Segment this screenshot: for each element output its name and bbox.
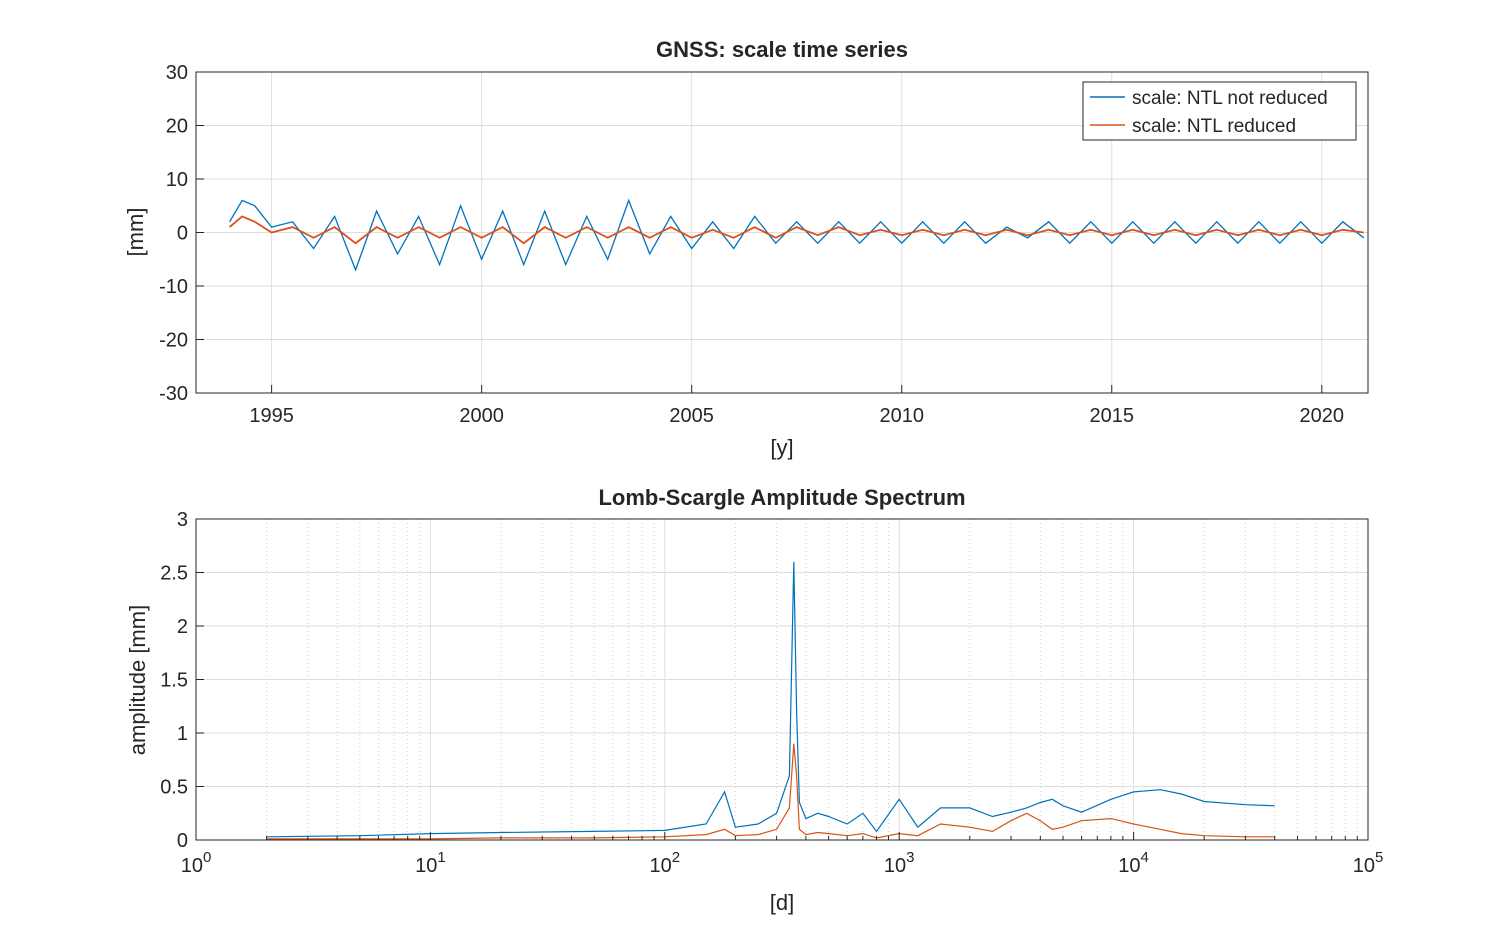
spectrum-y-tick-label: 2.5 [160, 563, 188, 585]
spectrum-lines [266, 561, 1275, 840]
spectrum-x-tick-label: 103 [884, 849, 915, 877]
spectrum-line-ntl-reduced [266, 743, 1275, 840]
spectrum-y-tick-label: 3 [177, 509, 188, 531]
time-series-y-tick-label: -30 [159, 383, 188, 405]
time-series-x-tick-label: 1995 [249, 405, 294, 427]
spectrum-axes: 100 101 102 103 104 105 0 0.5 1 1.5 2 2.5 3 Lomb-Sca… [125, 485, 1383, 915]
time-series-xlabel: [y] [770, 435, 793, 460]
time-series-y-tick-label: 10 [166, 169, 188, 191]
time-series-y-tick-label: 0 [177, 223, 188, 245]
time-series-x-tick-label: 2015 [1090, 405, 1135, 427]
time-series-axes: 1995 2000 2005 2010 2015 2020 -30 -20 -10 0 10 20 30… [123, 37, 1369, 460]
time-series-x-tick-label: 2020 [1300, 405, 1345, 427]
spectrum-line-ntl-not-reduced [266, 561, 1275, 838]
spectrum-title: Lomb-Scargle Amplitude Spectrum [598, 485, 965, 510]
spectrum-x-tick-label: 102 [650, 849, 681, 877]
spectrum-ticks: 100 101 102 103 104 105 0 0.5 1 1.5 2 2.5 3 [160, 509, 1383, 877]
spectrum-xlabel: [d] [770, 890, 794, 915]
spectrum-x-tick-label: 105 [1353, 849, 1384, 877]
spectrum-y-tick-label: 0.5 [160, 777, 188, 799]
legend-label-ntl-not-reduced: scale: NTL not reduced [1132, 88, 1328, 109]
time-series-y-tick-label: 30 [166, 62, 188, 84]
time-series-title: GNSS: scale time series [656, 37, 908, 62]
time-series-x-tick-label: 2010 [879, 405, 924, 427]
spectrum-ylabel: amplitude [mm] [125, 605, 150, 755]
time-series-y-tick-label: -20 [159, 330, 188, 352]
time-series-x-tick-label: 2005 [669, 405, 714, 427]
time-series-y-tick-label: -10 [159, 276, 188, 298]
spectrum-y-tick-label: 1 [177, 723, 188, 745]
spectrum-y-tick-label: 0 [177, 830, 188, 852]
spectrum-y-tick-label: 2 [177, 616, 188, 638]
spectrum-x-tick-label: 100 [181, 849, 212, 877]
spectrum-y-tick-label: 1.5 [160, 670, 188, 692]
legend-label-ntl-reduced: scale: NTL reduced [1132, 116, 1296, 137]
legend-box [1082, 81, 1357, 141]
time-series-ylabel: [mm] [123, 208, 148, 257]
time-series-x-tick-label: 2000 [459, 405, 504, 427]
time-series-lines [229, 198, 1365, 272]
time-series-ticks: 1995 2000 2005 2010 2015 2020 -30 -20 -10 0 10 20 30 [159, 62, 1344, 427]
spectrum-x-tick-label: 104 [1118, 849, 1149, 877]
series-line-ntl-reduced [229, 215, 1364, 245]
time-series-y-tick-label: 20 [166, 116, 188, 138]
spectrum-x-tick-label: 101 [415, 849, 446, 877]
legend: scale: NTL not reduced scale: NTL reduce… [1082, 81, 1357, 141]
